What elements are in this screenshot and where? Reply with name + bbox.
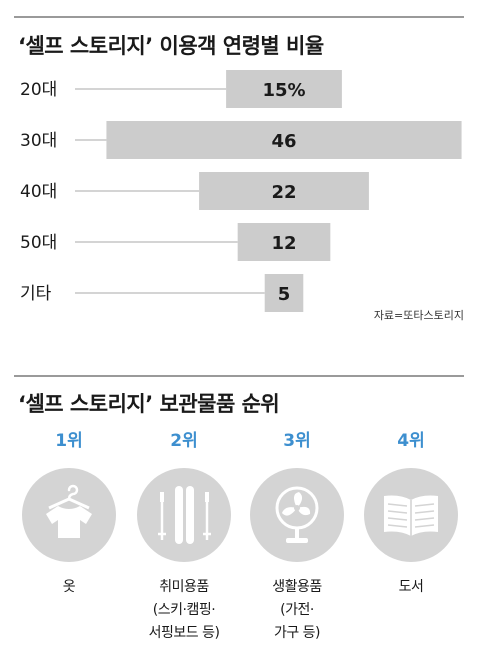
rank-item-1: 1위 옷 — [15, 428, 123, 599]
rank-item-label: 취미용품 (스키·캠핑· 서핑보드 등) — [148, 579, 220, 641]
value-label: 22 — [271, 182, 296, 203]
value-label: 15% — [262, 80, 305, 101]
value-label: 46 — [271, 131, 296, 152]
rank-label: 2위 — [170, 431, 198, 451]
rank-item-label: 생활용품 (가전· 가구 등) — [272, 579, 322, 641]
bar — [237, 223, 331, 261]
value-label: 5 — [278, 284, 291, 305]
rank-item-label: 도서 — [398, 579, 424, 595]
rank-label: 4위 — [397, 431, 425, 451]
value-label: 12 — [271, 233, 296, 254]
bar — [106, 121, 462, 159]
fan-icon — [250, 468, 344, 562]
source-note: 자료=또타스토리지 — [373, 309, 464, 322]
category-label: 30대 — [20, 131, 57, 151]
bar — [199, 172, 369, 210]
rank-label: 3위 — [283, 431, 311, 451]
bar — [226, 70, 342, 108]
middle-rule — [14, 375, 464, 377]
rank-item-4: 4위 도서 — [357, 428, 465, 599]
age-ratio-chart: 20대 15% 30대 46 40대 22 50대 12 기타 5 — [20, 70, 462, 312]
rank-item-3: 3위 생활용품 (가전· 가구 등) — [243, 428, 351, 645]
rank-item-label: 옷 — [62, 579, 76, 595]
category-label: 20대 — [20, 80, 57, 100]
ski-icon — [137, 468, 231, 562]
rank-item-2: 2위 취미용품 (스키·캠핑· 서핑보드 등) — [130, 428, 238, 645]
ranking-list: 1위 옷 2위 취미용품 — [0, 428, 480, 668]
category-label: 40대 — [20, 182, 57, 202]
top-rule — [14, 16, 464, 18]
shirt-icon — [22, 468, 116, 562]
bar — [264, 274, 304, 312]
ranking-title: ‘셀프 스토리지’ 보관물품 순위 — [18, 392, 280, 416]
rank-label: 1위 — [55, 431, 83, 451]
chart-title: ‘셀프 스토리지’ 이용객 연령별 비율 — [18, 34, 324, 58]
category-label: 기타 — [20, 284, 52, 304]
category-label: 50대 — [20, 233, 57, 253]
book-icon — [364, 468, 458, 562]
